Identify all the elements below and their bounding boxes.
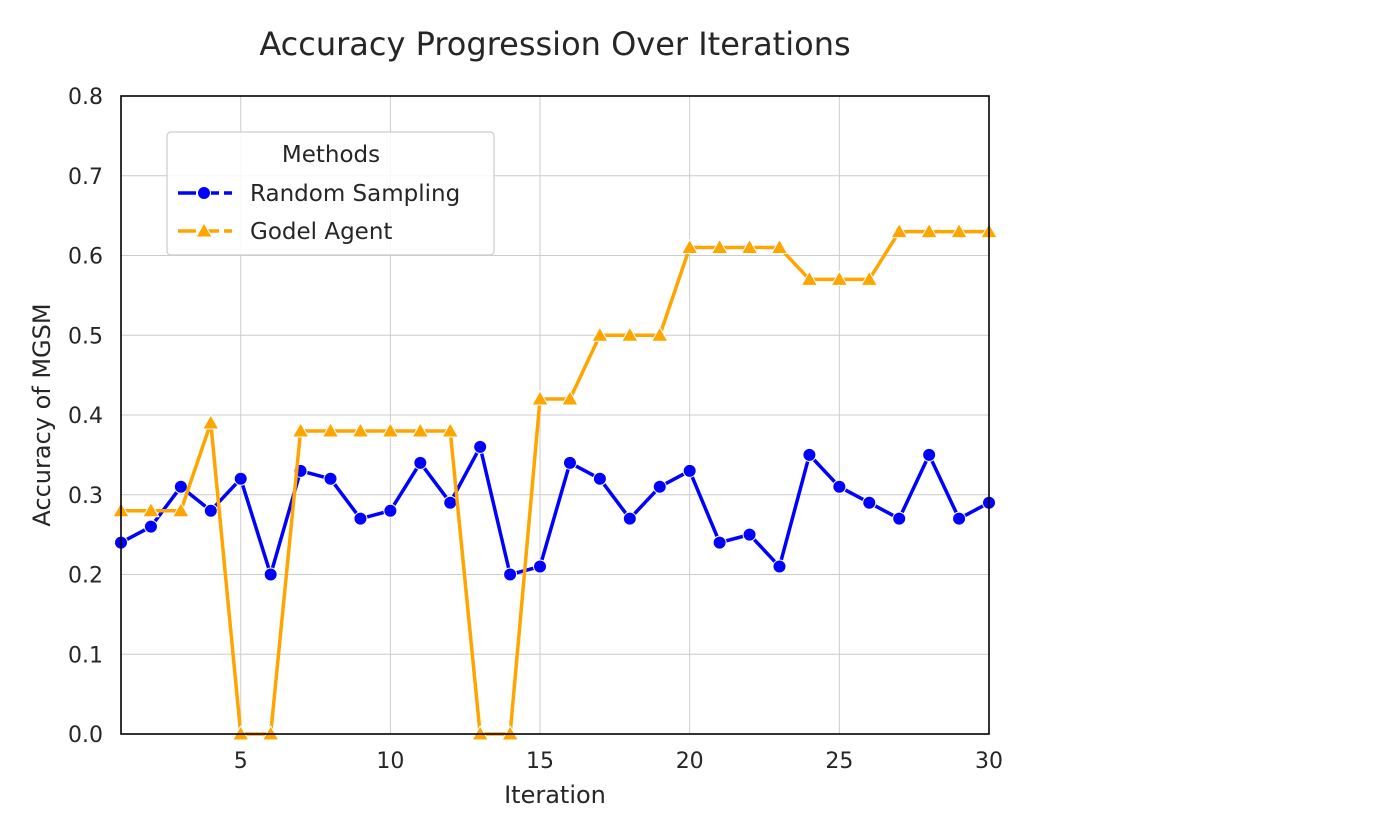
data-point-circle [473, 439, 488, 454]
data-point-triangle [172, 501, 190, 518]
data-point-triangle [650, 326, 669, 342]
x-tick-label: 15 [526, 749, 554, 774]
legend-label: Random Sampling [250, 181, 460, 207]
data-point-triangle [830, 270, 849, 286]
data-point-triangle [291, 421, 310, 438]
data-point-triangle [890, 222, 909, 239]
x-axis-title: Iteration [504, 781, 606, 809]
data-point-circle [922, 447, 937, 462]
legend: Methods Random Sampling Godel Agent [166, 131, 495, 256]
data-point-triangle [561, 390, 579, 406]
data-point-triangle [321, 421, 340, 438]
legend-marker [197, 186, 211, 200]
data-point-triangle [231, 724, 250, 741]
data-point-triangle [800, 270, 819, 286]
y-tick-label: 0.7 [68, 165, 103, 190]
data-point-triangle [680, 238, 699, 255]
data-point-triangle [531, 390, 549, 406]
chart-title: Accuracy Progression Over Iterations [259, 25, 850, 63]
data-point-circle [712, 535, 727, 550]
data-point-triangle [770, 238, 789, 255]
data-point-circle [952, 511, 967, 526]
data-point-circle [323, 471, 338, 486]
x-tick-label: 5 [234, 749, 248, 774]
data-point-circle [383, 503, 398, 518]
data-point-circle [263, 567, 278, 582]
y-tick-label: 0.6 [68, 245, 103, 270]
data-point-triangle [591, 326, 609, 342]
data-point-circle [203, 503, 218, 518]
data-point-triangle [920, 222, 938, 239]
data-point-circle [802, 447, 817, 462]
plot-frame [120, 95, 990, 735]
legend-box [166, 131, 495, 256]
legend-marker [195, 221, 213, 238]
y-axis-title: Accuracy of MGSM [28, 303, 56, 526]
x-tick-label: 25 [825, 749, 853, 774]
data-point-triangle [710, 238, 729, 255]
data-point-circle [413, 455, 428, 470]
data-point-circle [173, 479, 188, 494]
tick-labels: 0.0 0.1 0.2 0.3 0.4 0.5 0.6 0.7 0.8 5 10 15 20 25 30 [68, 85, 1003, 774]
series-line [120, 445, 990, 577]
legend-label: Godel Agent [250, 219, 392, 245]
data-point-triangle [620, 326, 639, 342]
data-point-circle [353, 511, 368, 526]
data-point-circle [622, 511, 637, 526]
series-line [121, 229, 989, 736]
data-point-circle [862, 495, 877, 510]
x-tick-label: 30 [975, 749, 1003, 774]
data-point-triangle [351, 421, 370, 438]
data-point-circle [892, 511, 907, 526]
data-point-triangle [860, 270, 879, 286]
y-tick-label: 0.2 [68, 564, 103, 589]
data-point-triangle [441, 421, 460, 438]
y-tick-label: 0.0 [68, 723, 103, 748]
data-point-circle [503, 567, 518, 582]
data-point-circle [652, 479, 667, 494]
series-random-sampling [114, 439, 996, 582]
data-point-circle [533, 559, 548, 574]
data-point-triangle [261, 724, 280, 741]
data-point-circle [233, 471, 248, 486]
data-point-triangle [201, 413, 220, 430]
data-point-circle [832, 479, 847, 494]
data-point-triangle [411, 421, 430, 438]
data-point-triangle [471, 724, 490, 741]
y-tick-label: 0.1 [68, 643, 103, 668]
x-tick-label: 20 [676, 749, 704, 774]
data-point-circle [562, 455, 577, 470]
data-point-circle [742, 527, 757, 542]
legend-item: Godel Agent [178, 219, 392, 245]
y-tick-label: 0.3 [68, 484, 103, 509]
data-point-circle [772, 559, 787, 574]
y-tick-label: 0.8 [68, 85, 103, 110]
x-tick-label: 10 [376, 749, 404, 774]
data-point-triangle [740, 238, 759, 255]
legend-item: Random Sampling [178, 181, 460, 207]
data-point-circle [592, 471, 607, 486]
data-point-triangle [950, 222, 968, 239]
data-point-triangle [142, 501, 160, 518]
y-tick-label: 0.4 [68, 404, 103, 429]
data-point-triangle [381, 421, 400, 438]
data-point-circle [682, 463, 697, 478]
data-point-circle [143, 519, 158, 534]
data-point-triangle [501, 724, 519, 741]
series-layer [112, 222, 998, 741]
data-point-circle [443, 495, 458, 510]
y-tick-label: 0.5 [68, 324, 103, 349]
legend-title: Methods [282, 142, 380, 168]
